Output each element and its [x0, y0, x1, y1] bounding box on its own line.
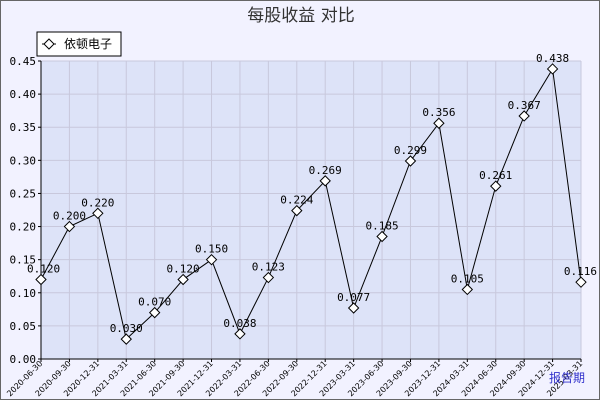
data-point-marker: [376, 230, 388, 243]
data-label: 0.356: [422, 106, 455, 119]
data-point-marker: [575, 276, 587, 288]
data-label: 0.200: [53, 210, 86, 223]
axes: [40, 61, 581, 360]
data-point-marker: [490, 180, 502, 192]
y-tick-label: 0.20: [10, 221, 37, 234]
series-line-yidun-electronics: [40, 67, 582, 341]
chart-title: 每股收益 对比: [247, 6, 354, 26]
data-label: 0.030: [110, 322, 143, 335]
plot-area: [41, 61, 581, 359]
y-tick-label: 0.15: [10, 254, 37, 267]
data-label: 0.105: [451, 272, 484, 285]
data-label: 0.185: [365, 219, 398, 232]
data-label: 0.077: [337, 291, 370, 304]
series-layer: [40, 67, 582, 341]
data-point-marker: [120, 333, 132, 345]
data-point-marker: [404, 155, 417, 167]
data-point-marker: [461, 283, 474, 296]
y-tick-label: 0.30: [10, 154, 37, 167]
x-axis-title: 报告期: [549, 370, 585, 385]
y-axis-ticks: 0.00 0.05 0.10 0.15 0.20 0.25 0.30 0.35 0.40 0.45: [10, 55, 41, 366]
data-point-marker: [262, 271, 275, 284]
y-tick-label: 0.40: [10, 88, 37, 101]
data-label: 0.224: [280, 194, 313, 207]
legend-diamond-icon: [43, 38, 55, 50]
data-label: 0.220: [81, 196, 114, 209]
y-tick-label: 0.05: [10, 320, 37, 333]
data-point-marker: [546, 63, 559, 75]
y-tick-label: 0.45: [10, 55, 37, 68]
data-label: 0.438: [536, 52, 569, 65]
y-tick-label: 0.25: [10, 187, 37, 200]
y-tick-label: 0.10: [10, 287, 37, 300]
data-point-marker: [518, 110, 530, 122]
data-label: 0.299: [394, 144, 427, 157]
data-point-marker: [433, 117, 445, 129]
data-label: 0.261: [479, 169, 512, 182]
data-point-marker: [234, 328, 246, 340]
x-axis-ticks: 2020-06-302020-09-302020-12-312021-03-31…: [5, 359, 584, 398]
data-point-marker: [35, 273, 47, 286]
data-point-marker: [148, 306, 161, 319]
data-label: 0.269: [309, 164, 342, 177]
data-point-marker: [347, 302, 360, 314]
data-point-marker: [92, 207, 104, 220]
y-tick-label: 0.00: [10, 353, 37, 366]
data-point-marker: [205, 253, 218, 266]
y-tick-label: 0.35: [10, 121, 37, 134]
data-label: 0.150: [195, 243, 228, 256]
data-label: 0.070: [138, 296, 171, 309]
data-point-marker: [319, 175, 331, 187]
marker-layer: [35, 63, 587, 345]
data-point-marker: [177, 273, 189, 286]
legend-series-name: 依顿电子: [64, 36, 112, 51]
data-label: 0.116: [564, 265, 597, 278]
data-label: 0.123: [252, 261, 285, 274]
data-point-marker: [63, 220, 76, 233]
legend[interactable]: 依顿电子: [36, 31, 122, 57]
data-label: 0.038: [223, 317, 256, 330]
data-label: 0.120: [167, 263, 200, 276]
data-point-marker: [291, 204, 303, 217]
data-label: 0.367: [508, 99, 541, 112]
data-label: 0.120: [27, 263, 60, 276]
